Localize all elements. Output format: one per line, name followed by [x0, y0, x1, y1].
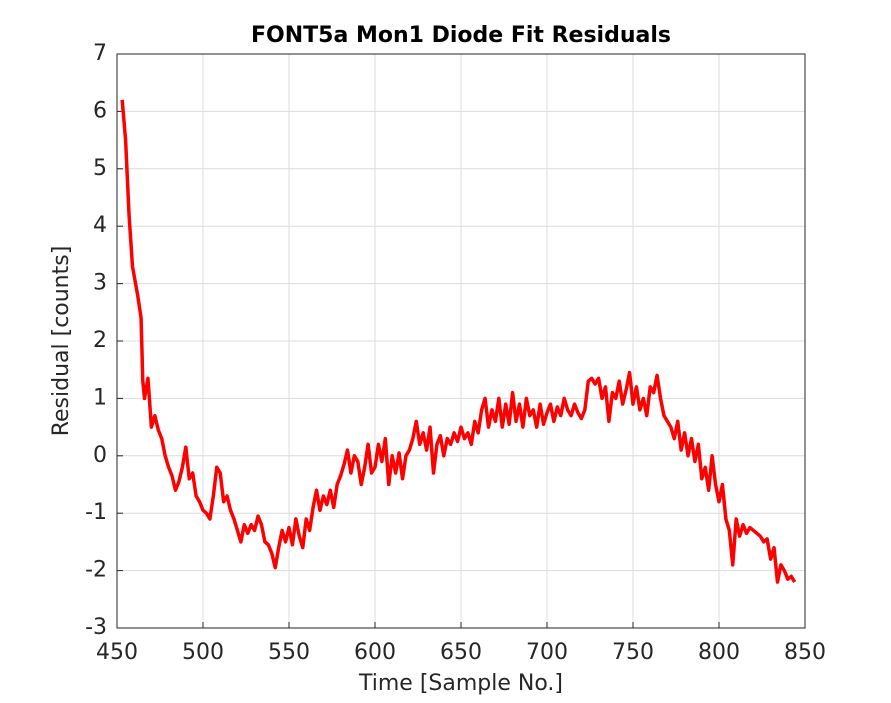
- x-tick-label: 750: [612, 640, 654, 665]
- y-tick-label: 3: [93, 271, 107, 296]
- y-tick-label: 0: [93, 443, 107, 468]
- x-axis-label: Time [Sample No.]: [358, 671, 563, 696]
- y-tick-label: 1: [93, 385, 107, 410]
- y-tick-label: -2: [85, 558, 107, 583]
- x-tick-label: 450: [96, 640, 138, 665]
- x-tick-label: 500: [182, 640, 224, 665]
- x-tick-label: 600: [354, 640, 396, 665]
- x-tick-label: 650: [440, 640, 482, 665]
- y-tick-label: 2: [93, 328, 107, 353]
- y-tick-label: 6: [93, 98, 107, 123]
- y-tick-label: 5: [93, 156, 107, 181]
- y-tick-label: -1: [85, 500, 107, 525]
- x-tick-label: 800: [698, 640, 740, 665]
- chart-title: FONT5a Mon1 Diode Fit Residuals: [251, 23, 671, 48]
- y-tick-label: -3: [85, 615, 107, 640]
- plot-frame: [116, 53, 806, 629]
- x-tick-label: 850: [784, 640, 826, 665]
- x-tick-label: 700: [526, 640, 568, 665]
- y-tick-label: 4: [93, 213, 107, 238]
- y-axis-label: Residual [counts]: [49, 246, 74, 437]
- data-line: [120, 99, 797, 584]
- x-tick-label: 550: [268, 640, 310, 665]
- y-tick-label: 7: [93, 41, 107, 66]
